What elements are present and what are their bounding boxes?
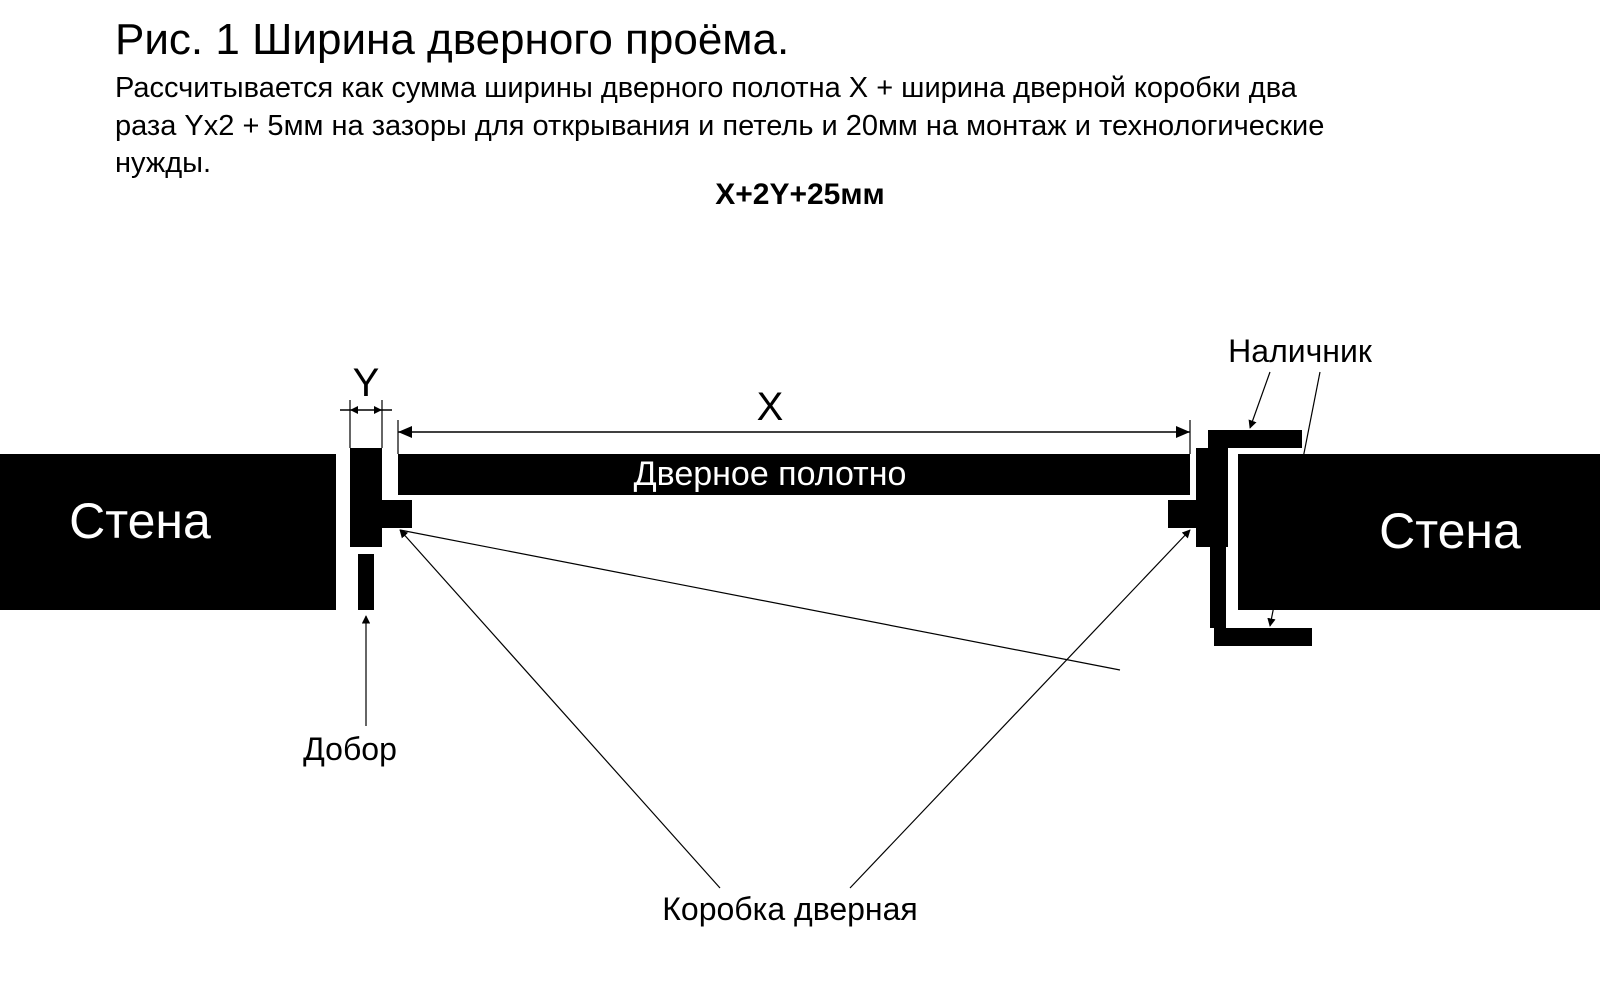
extension-right — [1210, 448, 1226, 628]
wall-left-label: Стена — [69, 493, 211, 549]
frame-left-lip — [382, 500, 412, 528]
frame-label: Коробка дверная — [662, 891, 917, 927]
diagram-svg: Стена Стена Дверное полотно Y — [0, 0, 1600, 1000]
dimension-y: Y — [340, 361, 392, 448]
dim-y-label: Y — [353, 361, 380, 405]
trim-top — [1208, 430, 1302, 448]
wall-right-label: Стена — [1379, 503, 1521, 559]
trim-label: Наличник — [1228, 333, 1373, 369]
extension-left — [358, 554, 374, 610]
dim-x-label: X — [757, 385, 784, 429]
extension-label: Добор — [303, 731, 397, 767]
door-panel-label: Дверное полотно — [634, 455, 907, 493]
frame-right-lip — [1168, 500, 1196, 528]
frame-left-vertical — [350, 448, 382, 547]
callout-frame: Коробка дверная — [400, 530, 1190, 927]
callout-extension: Добор — [303, 616, 397, 767]
dimension-x: X — [398, 385, 1190, 454]
page: Рис. 1 Ширина дверного проёма. Рассчитыв… — [0, 0, 1600, 1000]
trim-bottom — [1214, 628, 1312, 646]
